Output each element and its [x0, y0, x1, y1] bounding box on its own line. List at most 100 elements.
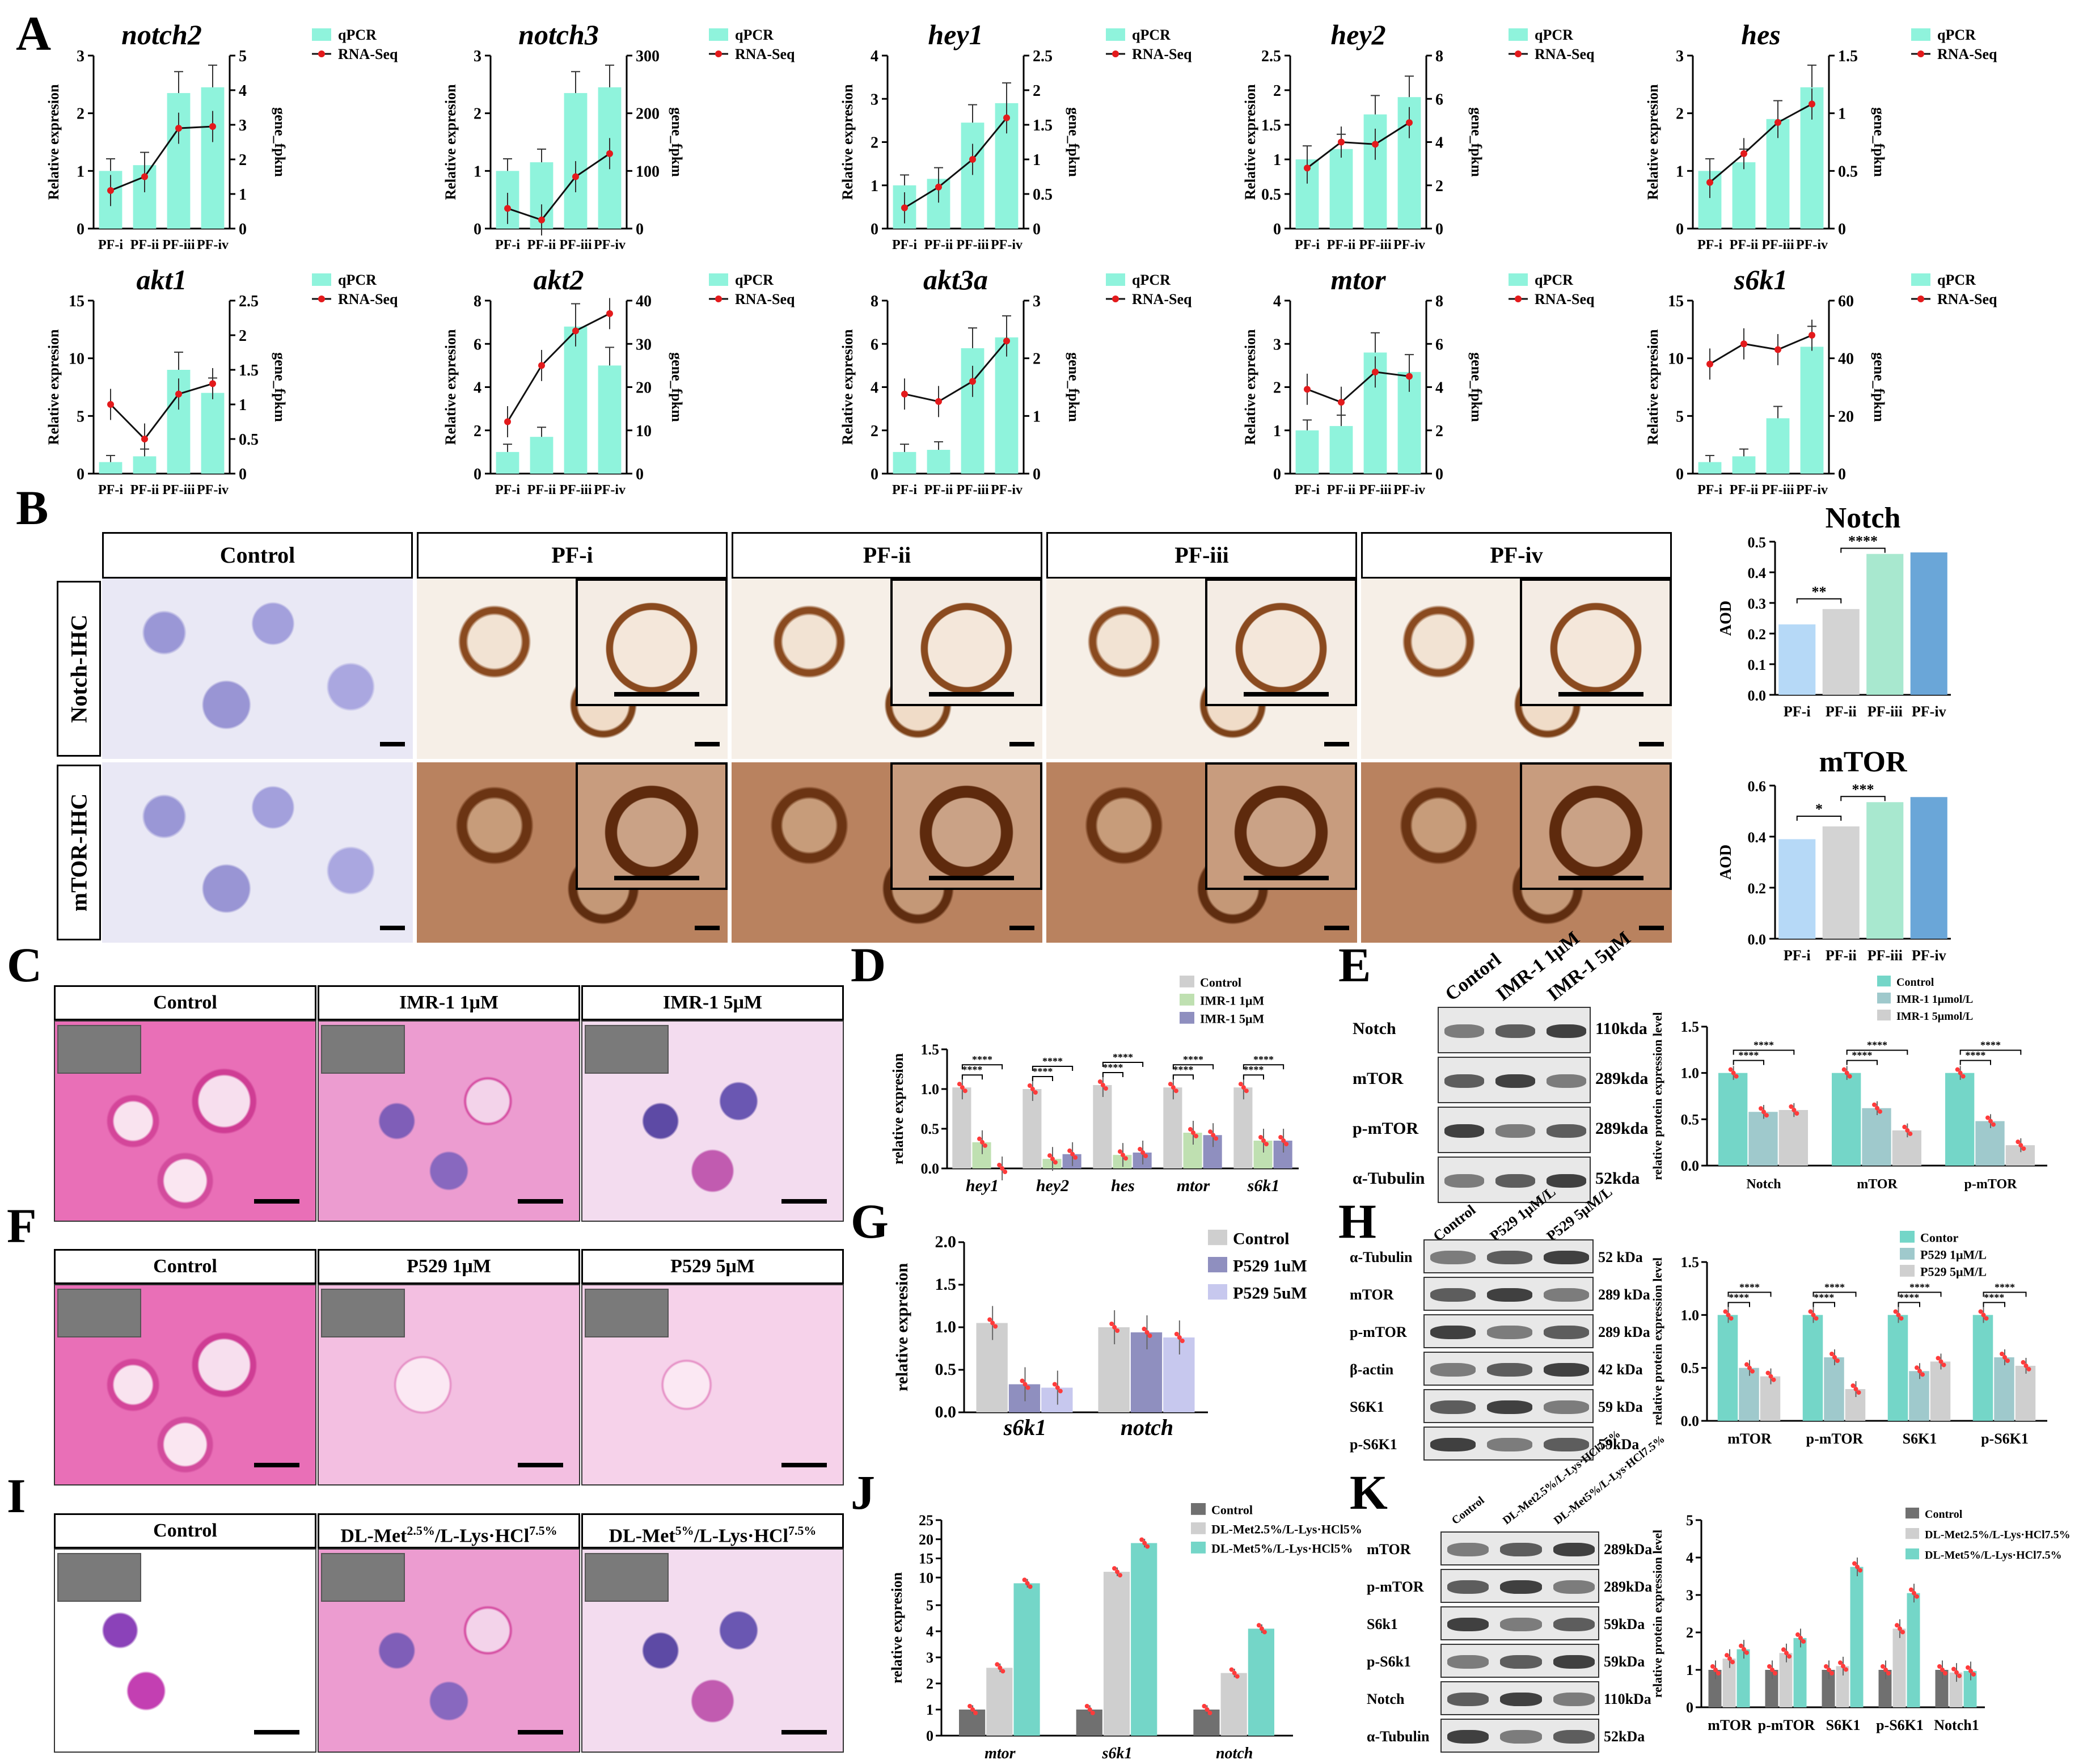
y-tick-label: 0.0	[1681, 1413, 1700, 1429]
legend-label-qpcr: qPCR	[1132, 27, 1171, 43]
protein-band	[1487, 1438, 1532, 1451]
blot-row-label: S6k1	[1367, 1615, 1398, 1632]
chart-title: hey1	[928, 19, 983, 50]
point-rnaseq	[1304, 386, 1311, 393]
x-tick-label: PF-iv	[1912, 703, 1946, 720]
blot-row-label: S6K1	[1350, 1398, 1384, 1415]
bar-1	[1220, 1673, 1247, 1736]
row-label-text: mTOR-IHC	[66, 793, 92, 912]
y-axis-label: Relative expresion	[45, 329, 62, 445]
y-tick-label: 1.0	[1681, 1307, 1700, 1323]
y-tick-label: 0.5	[1681, 1111, 1700, 1128]
y-tick-label: 0.5	[921, 1121, 940, 1137]
data-dot	[1115, 1569, 1119, 1575]
bar-0	[1717, 1315, 1738, 1421]
x-tick-label: PF-iii	[1761, 238, 1794, 252]
legend-swatch-2	[1191, 1542, 1206, 1554]
data-dot	[1764, 1113, 1769, 1118]
blot-strip	[1438, 1107, 1591, 1153]
scale-bar	[254, 1199, 299, 1204]
data-dot	[1750, 1369, 1755, 1374]
data-dot	[1726, 1313, 1731, 1318]
data-dot	[1073, 1155, 1078, 1160]
data-dot	[1053, 1160, 1058, 1165]
x-tick-label: mtor	[1177, 1176, 1210, 1195]
sig-bracket	[1846, 1060, 1878, 1065]
protein-band	[1500, 1730, 1542, 1744]
data-dot	[1734, 1074, 1739, 1079]
blot-row-label: mTOR	[1367, 1541, 1411, 1558]
data-dot	[1896, 1313, 1901, 1318]
x-tick-label: PF-i	[1295, 238, 1320, 252]
data-dot	[1739, 1643, 1743, 1648]
protein-band	[1430, 1288, 1476, 1302]
y2-tick-label: 3	[239, 117, 247, 134]
protein-band	[1544, 1251, 1589, 1264]
y-tick-label: 3	[77, 48, 84, 65]
data-dot	[1143, 1154, 1148, 1158]
protein-band	[1553, 1730, 1595, 1744]
x-tick-label: PF-ii	[130, 483, 159, 497]
sig-bracket	[1032, 1066, 1074, 1071]
header-text: /L-Lys·HCl	[694, 1525, 788, 1547]
panel-letter-h: H	[1338, 1194, 1376, 1248]
x-tick-label: PF-iv	[594, 238, 626, 252]
chart-title: notch2	[121, 19, 202, 50]
bar	[1910, 552, 1947, 695]
sig-bracket	[961, 1064, 1003, 1070]
point-rnaseq	[1774, 346, 1781, 353]
bar-qpcr	[1295, 430, 1319, 474]
y2-axis-label: gene_fpkm	[1468, 107, 1485, 177]
fish-photo	[57, 1553, 141, 1602]
legend-swatch-qpcr	[312, 273, 331, 286]
data-dot	[977, 1136, 982, 1141]
point-rnaseq	[209, 123, 216, 130]
panel-letter-d: D	[851, 938, 886, 992]
header-superscript: 7.5%	[529, 1524, 557, 1538]
y-axis-label: relative protein expression level	[1650, 1012, 1664, 1180]
fish-photo	[321, 1553, 405, 1602]
data-dot	[1144, 1330, 1150, 1335]
blot-strip	[1423, 1239, 1594, 1273]
blot-column-label: Control	[1430, 1201, 1479, 1245]
header-text: DL-Met	[340, 1525, 407, 1547]
data-dot	[1000, 1669, 1005, 1674]
legend-swatch-1	[1877, 993, 1891, 1004]
data-dot	[1765, 1370, 1771, 1375]
data-dot	[1244, 1088, 1249, 1094]
x-tick-label: PF-iv	[1796, 238, 1828, 252]
data-dot	[1844, 1070, 1849, 1075]
bar-1	[1739, 1368, 1759, 1421]
y-tick-label: 0.2	[1748, 626, 1767, 643]
legend-swatch-2	[1180, 1012, 1194, 1024]
data-dot	[1898, 1626, 1902, 1631]
panel-letter-c: C	[7, 938, 43, 992]
blot-row-label: p-S6k1	[1367, 1653, 1412, 1670]
line-rnaseq	[1709, 103, 1812, 183]
chart-a-mtor: mtor 0 1 2 3 4 0 2 4 6 8 Relative expresion gene_fpk…	[1242, 264, 1595, 497]
data-dot	[1909, 1587, 1913, 1592]
y-tick-label: 15	[919, 1551, 933, 1567]
x-tick-label: mTOR	[1857, 1177, 1898, 1192]
legend-swatch-2	[1900, 1265, 1915, 1277]
point-rnaseq	[1304, 164, 1311, 172]
y2-tick-label: 0.5	[1033, 186, 1053, 204]
y-axis-label: Relative expresion	[442, 329, 459, 445]
bar-qpcr	[1732, 162, 1756, 229]
data-dot	[1808, 1309, 1813, 1314]
column-header-0: Control	[54, 1249, 316, 1284]
chart-b-notch: Notch 0.0 0.1 0.2 0.3 0.4 0.5 AOD PF-i PF-ii PF-ii…	[1717, 502, 1951, 720]
bar	[1822, 826, 1860, 939]
data-dot	[1951, 1666, 1956, 1672]
column-header-pf-iii: PF-iii	[1046, 532, 1357, 579]
bar-1	[1892, 1628, 1906, 1707]
ihc-inset-zoom	[576, 762, 728, 890]
column-header-2: DL-Met5%/L-Lys·HCl7.5%	[581, 1513, 844, 1548]
panel-letter-f: F	[7, 1198, 37, 1253]
bar-0	[1935, 1670, 1949, 1707]
x-tick-label: mTOR	[1708, 1717, 1752, 1733]
protein-band	[1553, 1618, 1595, 1631]
y-tick-label: 0	[474, 466, 481, 483]
data-dot	[1710, 1664, 1715, 1669]
